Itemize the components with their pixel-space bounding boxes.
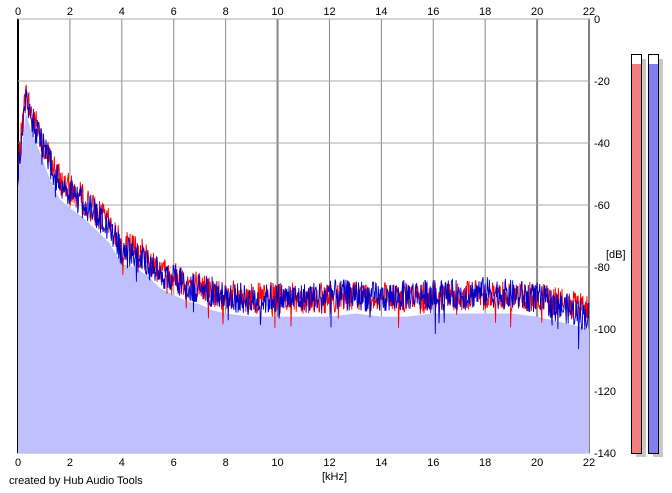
x-tick-label-top: 6 [171,6,177,18]
credit-text: created by Hub Audio Tools [9,475,143,487]
x-tick-label-top: 0 [15,6,21,18]
left-channel-meter [631,54,642,454]
x-tick-label-top: 10 [271,6,283,18]
y-tick-label: -80 [594,262,610,274]
y-axis-label: [dB] [606,249,626,261]
x-tick-label-bottom: 20 [531,457,543,469]
y-tick-label: 0 [594,14,600,26]
x-tick-label-top: 2 [67,6,73,18]
x-tick-labels-top: 0 2 4 6 8 10 12 14 16 18 20 22 [15,6,595,18]
x-tick-label-top: 14 [375,6,387,18]
x-tick-label-bottom: 16 [427,457,439,469]
series-line-2 [17,89,590,350]
x-axis-label: [kHz] [322,471,347,483]
spectrum-fill [18,112,589,453]
y-tick-label: -120 [594,386,616,398]
x-tick-label-top: 20 [531,6,543,18]
x-tick-label-top: 16 [427,6,439,18]
x-tick-label-bottom: 6 [171,457,177,469]
y-tick-label: -40 [594,138,610,150]
x-tick-label-bottom: 4 [119,457,125,469]
y-tick-label: -20 [594,76,610,88]
y-tick-label: -60 [594,200,610,212]
x-tick-label-bottom: 0 [15,457,21,469]
y-tick-label: -140 [594,448,616,460]
right-channel-meter [648,54,659,454]
x-tick-labels-bottom: 0 2 4 6 8 10 12 14 16 18 20 22 [15,457,595,469]
x-tick-label-top: 4 [119,6,125,18]
x-tick-label-top: 8 [223,6,229,18]
y-tick-labels: 0 -20 -40 -60 -80 -100 -120 -140 [594,14,616,460]
x-tick-label-bottom: 14 [375,457,387,469]
x-tick-label-top: 12 [323,6,335,18]
y-tick-label: -100 [594,324,616,336]
x-tick-label-bottom: 12 [323,457,335,469]
x-tick-label-bottom: 2 [67,457,73,469]
x-tick-label-bottom: 10 [271,457,283,469]
x-tick-label-bottom: 8 [223,457,229,469]
x-tick-label-bottom: 22 [583,457,595,469]
x-tick-label-top: 22 [583,6,595,18]
x-tick-label-bottom: 18 [479,457,491,469]
x-tick-label-top: 18 [479,6,491,18]
series-group [17,84,590,453]
